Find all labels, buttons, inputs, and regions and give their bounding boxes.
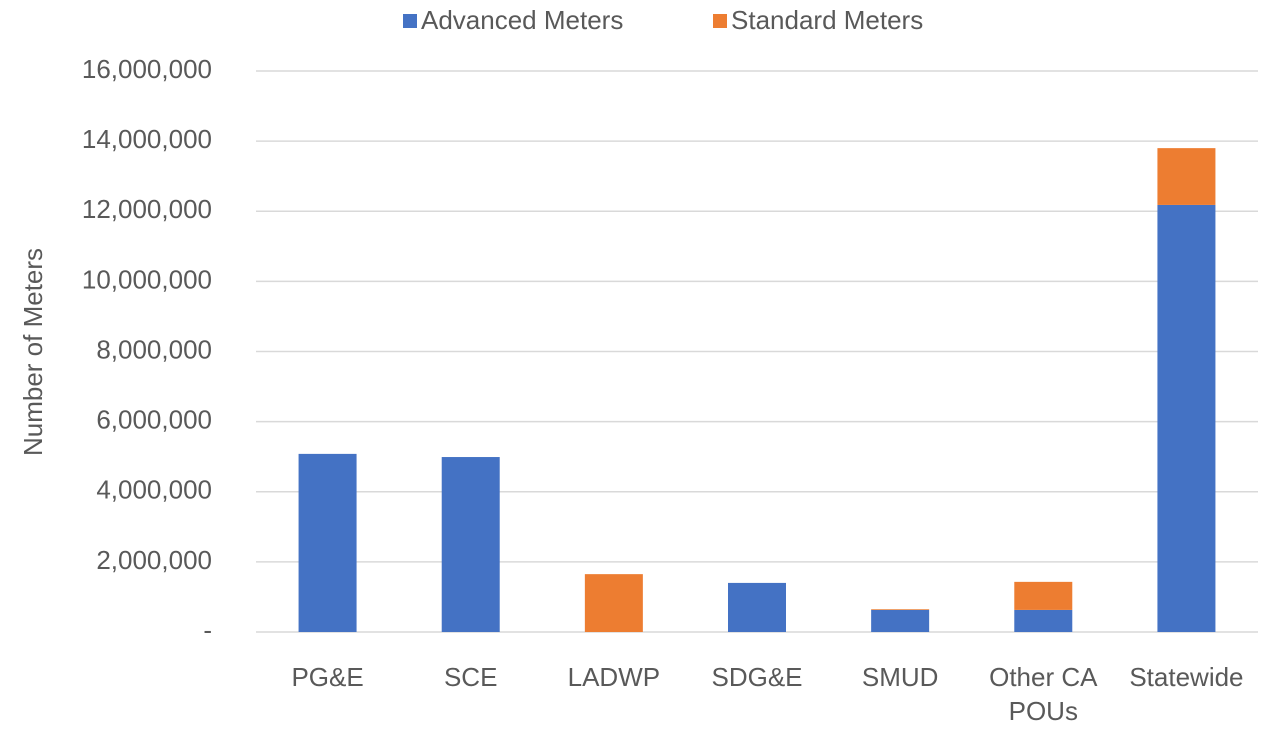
y-tick-label: 6,000,000 — [96, 405, 212, 435]
legend-swatch — [403, 14, 417, 28]
y-tick-label: 10,000,000 — [82, 264, 212, 294]
legend-label: Standard Meters — [731, 5, 923, 35]
bar-segment — [1157, 204, 1216, 632]
bar-segment — [871, 609, 930, 610]
y-tick-label: 4,000,000 — [96, 475, 212, 505]
bar-segment — [298, 453, 357, 632]
x-tick-label: SMUD — [861, 662, 939, 692]
y-tick-label: 14,000,000 — [82, 124, 212, 154]
legend-swatch — [713, 14, 727, 28]
bar-segment — [441, 457, 500, 632]
x-tick-label: Statewide — [1129, 662, 1244, 692]
bar-segment — [584, 574, 643, 632]
x-tick-label: PG&E — [291, 662, 364, 692]
y-tick-label: 16,000,000 — [82, 54, 212, 84]
y-tick-label: 2,000,000 — [96, 545, 212, 575]
legend-label: Advanced Meters — [421, 5, 623, 35]
y-tick-label: 12,000,000 — [82, 194, 212, 224]
bar-segment — [1157, 148, 1216, 205]
bar-segment — [1014, 609, 1073, 632]
bar-segment — [871, 609, 930, 632]
x-tick-label: LADWP — [567, 662, 661, 692]
y-axis-label: Number of Meters — [18, 248, 48, 456]
x-tick-label: SDG&E — [711, 662, 803, 692]
y-tick-label: - — [203, 615, 212, 645]
x-tick-label: SCE — [443, 662, 498, 692]
x-tick-label: Other CA POUs — [989, 662, 1098, 726]
bar-segment — [1014, 581, 1073, 610]
y-tick-label: 8,000,000 — [96, 334, 212, 364]
bar-segment — [728, 582, 786, 632]
